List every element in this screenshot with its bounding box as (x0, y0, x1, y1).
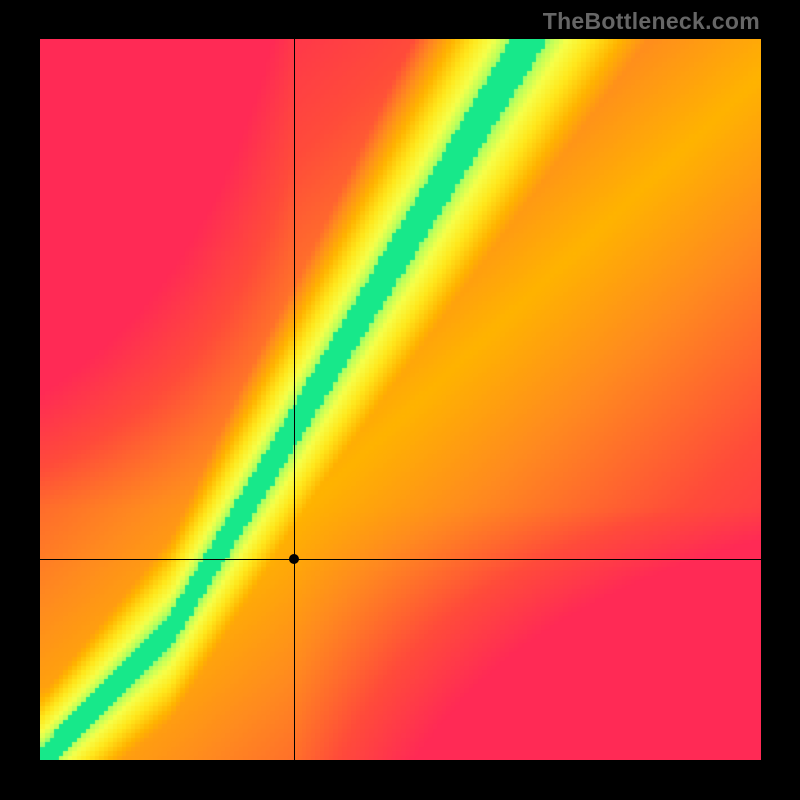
watermark-text: TheBottleneck.com (543, 8, 760, 35)
crosshair-vertical (294, 39, 295, 760)
heatmap-plot (40, 39, 761, 760)
frame: TheBottleneck.com (0, 0, 800, 800)
marker-dot (289, 554, 299, 564)
heatmap-canvas (40, 39, 761, 760)
crosshair-horizontal (40, 559, 761, 560)
